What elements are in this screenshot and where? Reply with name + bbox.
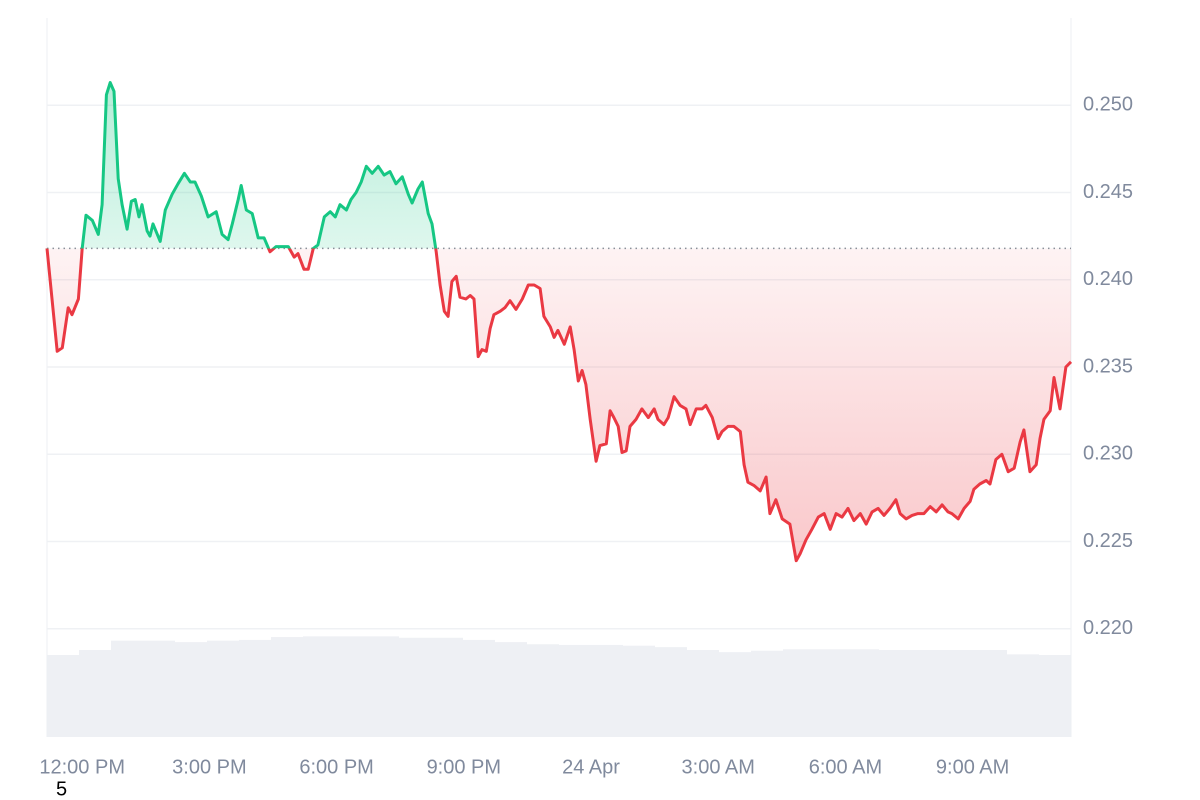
volume-bar: [143, 640, 175, 737]
volume-bar: [719, 652, 751, 737]
volume-bar: [783, 649, 815, 737]
y-tick-label: 0.245: [1083, 181, 1133, 203]
x-tick-label: 3:00 PM: [172, 756, 246, 778]
volume-bar: [111, 640, 143, 737]
volume-bar: [847, 649, 879, 737]
volume-bar: [367, 636, 399, 737]
volume-bar: [271, 637, 303, 737]
volume-bar: [399, 637, 431, 737]
footnote: 5: [56, 778, 67, 800]
x-tick-label: 9:00 AM: [936, 756, 1009, 778]
volume-bar: [1039, 655, 1071, 737]
x-tick-label: 3:00 AM: [682, 756, 755, 778]
volume-bar: [47, 655, 79, 737]
volume-bar: [239, 639, 271, 737]
volume-bar: [943, 650, 975, 737]
volume-bar: [431, 637, 463, 737]
y-tick-label: 0.250: [1083, 94, 1133, 116]
volume-bar: [911, 650, 943, 737]
price-area: [47, 82, 1071, 561]
volume-bar: [975, 650, 1007, 737]
volume-bar: [815, 649, 847, 737]
x-tick-label: 9:00 PM: [427, 756, 501, 778]
volume-bar: [559, 644, 591, 737]
volume-bar: [879, 650, 911, 737]
volume-bar: [335, 636, 367, 737]
x-tick-label: 24 Apr: [562, 756, 620, 778]
volume-bar: [687, 650, 719, 737]
y-tick-label: 0.225: [1083, 530, 1133, 552]
volume-bar: [303, 636, 335, 737]
volume-bar: [495, 642, 527, 737]
volume-bar: [207, 640, 239, 737]
x-tick-label: 6:00 PM: [299, 756, 373, 778]
volume-bar: [463, 639, 495, 737]
y-tick-label: 0.235: [1083, 355, 1133, 377]
volume-bar: [751, 650, 783, 737]
y-tick-label: 0.240: [1083, 268, 1133, 290]
price-line: [45, 81, 1073, 563]
x-tick-label: 12:00 PM: [39, 756, 125, 778]
volume-bar: [175, 642, 207, 737]
y-tick-label: 0.230: [1083, 443, 1133, 465]
volume-bar: [1007, 654, 1039, 737]
volume-bar: [79, 650, 111, 737]
y-tick-label: 0.220: [1083, 617, 1133, 639]
volume-bar: [623, 645, 655, 737]
volume-bar: [591, 644, 623, 737]
volume-bar: [527, 644, 559, 737]
x-tick-label: 6:00 AM: [809, 756, 882, 778]
volume-bar: [655, 647, 687, 737]
